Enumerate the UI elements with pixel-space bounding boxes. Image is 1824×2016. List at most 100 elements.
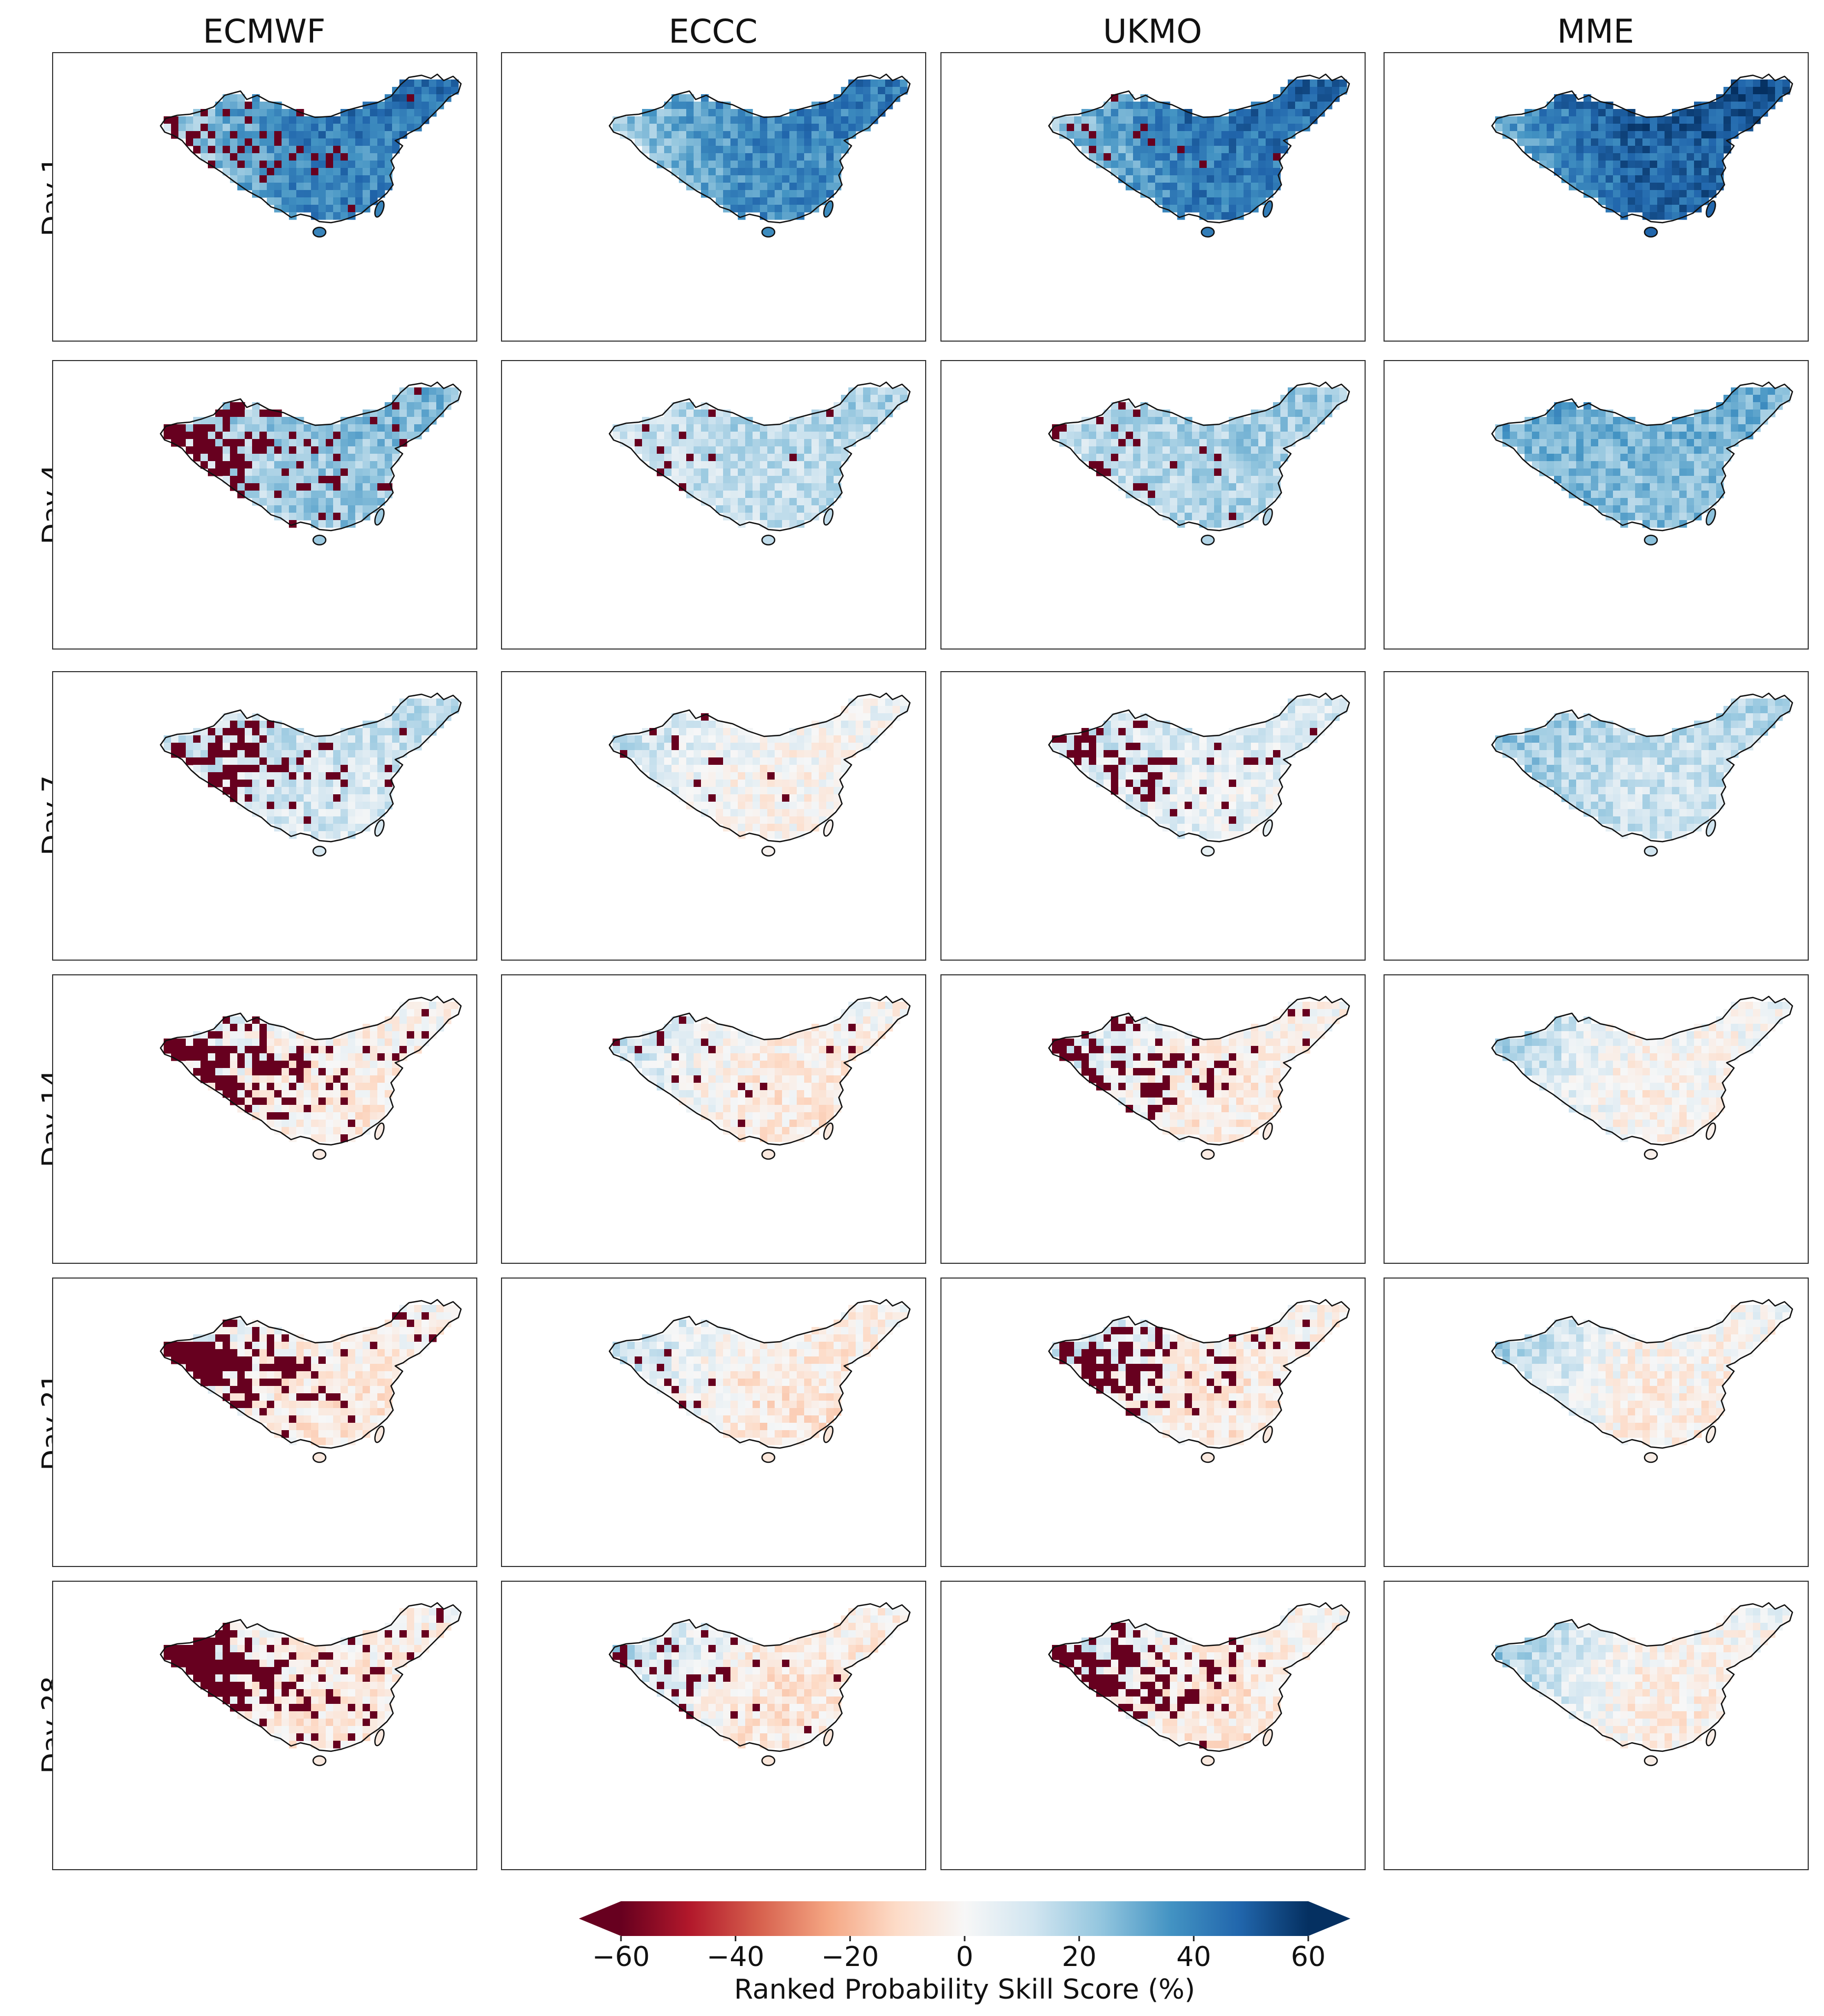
rpss-cell bbox=[230, 787, 238, 795]
rpss-cell bbox=[760, 743, 768, 751]
rpss-cell bbox=[723, 153, 731, 161]
rpss-cell bbox=[1221, 190, 1229, 198]
rpss-cell bbox=[1687, 735, 1695, 743]
rpss-cell bbox=[789, 146, 797, 154]
rpss-cell bbox=[326, 483, 334, 491]
rpss-cell bbox=[1532, 461, 1540, 469]
rpss-cell bbox=[1221, 757, 1229, 765]
rpss-cell bbox=[1133, 780, 1141, 787]
rpss-cell bbox=[745, 816, 753, 824]
rpss-cell bbox=[392, 439, 400, 447]
rpss-cell bbox=[1731, 750, 1739, 758]
rpss-cell bbox=[1723, 735, 1731, 743]
rpss-cell bbox=[1111, 102, 1119, 109]
rpss-cell bbox=[856, 713, 864, 721]
rpss-cell bbox=[708, 757, 716, 765]
rpss-cell bbox=[1635, 461, 1643, 469]
rpss-cell bbox=[1679, 750, 1687, 758]
rpss-cell bbox=[267, 116, 275, 124]
rpss-cell bbox=[1177, 787, 1185, 795]
rpss-cell bbox=[686, 750, 694, 758]
rpss-cell bbox=[1118, 721, 1126, 728]
rpss-cell bbox=[1207, 816, 1215, 824]
rpss-cell bbox=[1111, 116, 1119, 124]
china-outline bbox=[608, 381, 911, 532]
rpss-cell bbox=[215, 153, 223, 161]
rpss-cell bbox=[267, 498, 275, 506]
rpss-cell bbox=[1554, 116, 1562, 124]
rpss-cell bbox=[701, 424, 709, 432]
rpss-cell bbox=[230, 446, 238, 454]
rpss-cell bbox=[767, 765, 775, 773]
rpss-cell bbox=[1258, 424, 1266, 432]
rpss-cell bbox=[738, 750, 746, 758]
rpss-cell bbox=[826, 102, 834, 109]
rpss-cell bbox=[377, 161, 385, 168]
rpss-cell bbox=[708, 446, 716, 454]
rpss-cell bbox=[1295, 417, 1303, 425]
rpss-cell bbox=[1561, 794, 1569, 802]
rpss-cell bbox=[701, 102, 709, 109]
rpss-cell bbox=[274, 735, 282, 743]
rpss-cell bbox=[642, 138, 650, 146]
rpss-cell bbox=[723, 131, 731, 139]
rpss-cell bbox=[311, 183, 319, 191]
rpss-cell bbox=[326, 743, 334, 751]
rpss-cell bbox=[1709, 102, 1717, 109]
rpss-cell bbox=[1244, 780, 1251, 787]
rpss-cell bbox=[1723, 713, 1731, 721]
rpss-cell bbox=[1665, 175, 1672, 183]
rpss-cell bbox=[694, 175, 701, 183]
rpss-cell bbox=[1266, 102, 1274, 109]
rpss-cell bbox=[267, 102, 275, 109]
rpss-cell bbox=[252, 138, 260, 146]
rpss-cell bbox=[1723, 757, 1731, 765]
rpss-cell bbox=[1591, 757, 1599, 765]
rpss-cell bbox=[340, 483, 348, 491]
rpss-cell bbox=[826, 168, 834, 176]
rpss-cell bbox=[797, 735, 805, 743]
rpss-cell bbox=[1126, 772, 1134, 780]
rpss-cell bbox=[348, 809, 356, 817]
rpss-cell bbox=[811, 780, 819, 787]
rpss-cell bbox=[1251, 417, 1259, 425]
rpss-cell bbox=[834, 410, 841, 417]
rpss-cell bbox=[1096, 743, 1104, 751]
rpss-cell bbox=[267, 780, 275, 787]
rpss-cell bbox=[1760, 395, 1768, 403]
rpss-cell bbox=[1598, 138, 1606, 146]
rpss-cell bbox=[1731, 721, 1739, 728]
rpss-cell bbox=[1140, 109, 1148, 117]
rpss-cell bbox=[370, 146, 378, 154]
rpss-cell bbox=[215, 102, 223, 109]
rpss-cell bbox=[237, 446, 245, 454]
map-panel-mme-day-7 bbox=[1384, 671, 1809, 961]
rpss-cell bbox=[679, 794, 687, 802]
rpss-cell bbox=[1561, 713, 1569, 721]
rpss-cell bbox=[804, 168, 812, 176]
rpss-cell bbox=[642, 757, 650, 765]
rpss-cell bbox=[1569, 439, 1577, 447]
rpss-cell bbox=[1214, 439, 1222, 447]
rpss-cell bbox=[1525, 138, 1532, 146]
rpss-cell bbox=[1148, 728, 1156, 736]
rpss-cell bbox=[1207, 205, 1215, 213]
rpss-cell bbox=[1738, 124, 1746, 132]
rpss-cell bbox=[1701, 505, 1709, 513]
rpss-cell bbox=[767, 491, 775, 498]
rpss-cell bbox=[348, 505, 356, 513]
rpss-cell bbox=[385, 721, 393, 728]
rpss-cell bbox=[1547, 410, 1555, 417]
rpss-cell bbox=[708, 146, 716, 154]
rpss-cell bbox=[436, 410, 444, 417]
rpss-cell bbox=[775, 743, 783, 751]
rpss-cell bbox=[223, 153, 230, 161]
rpss-cell bbox=[1569, 161, 1577, 168]
rpss-cell bbox=[1148, 461, 1156, 469]
rpss-cell bbox=[753, 197, 760, 205]
rpss-cell bbox=[1650, 197, 1658, 205]
rpss-cell bbox=[745, 197, 753, 205]
rpss-cell bbox=[1613, 183, 1621, 191]
rpss-cell bbox=[267, 809, 275, 817]
rpss-cell bbox=[1339, 79, 1347, 87]
